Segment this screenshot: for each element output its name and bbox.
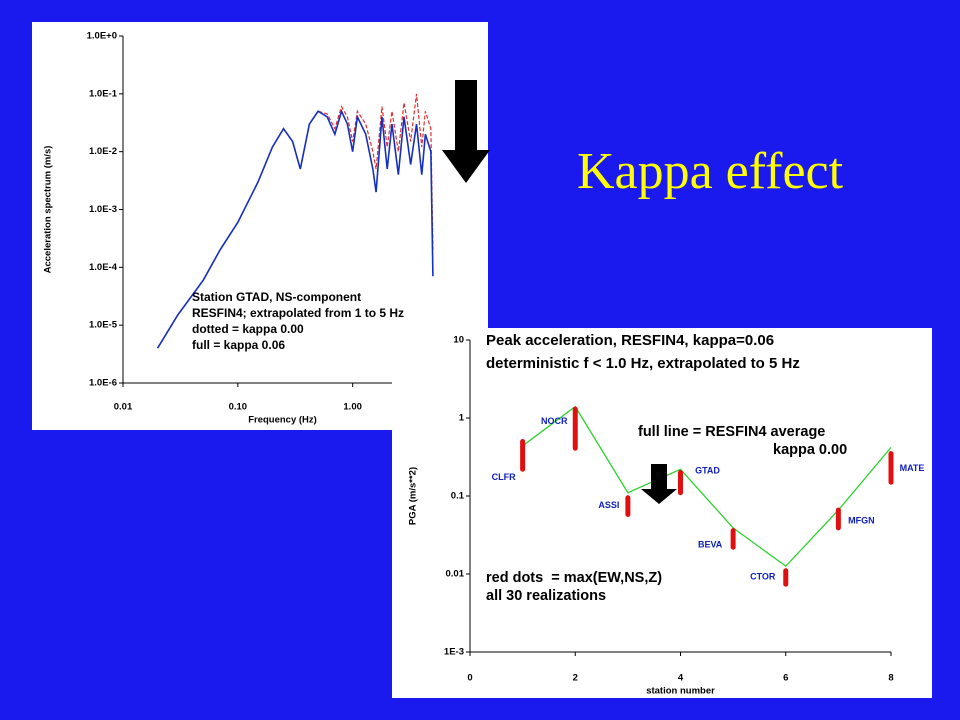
- x-axis-label: station number: [646, 686, 715, 697]
- y-tick-label: 1.0E-6: [89, 378, 117, 389]
- annotation: full line = RESFIN4 average: [638, 424, 825, 440]
- x-axis-label: Frequency (Hz): [248, 415, 317, 426]
- x-tick-label: 0: [467, 673, 472, 684]
- y-tick-label: 1.0E-2: [89, 146, 117, 157]
- arrow: [442, 80, 490, 183]
- x-tick-label: 8: [888, 673, 893, 684]
- y-tick-label: 0.1: [451, 491, 465, 502]
- annotation: full = kappa 0.06: [192, 338, 285, 352]
- station-label: NOCR: [541, 416, 568, 426]
- x-tick-label: 2: [573, 673, 578, 684]
- y-tick-label: 1.0E-5: [89, 320, 118, 331]
- y-tick-label: 0.01: [446, 569, 465, 580]
- y-axis-label: Acceleration spectrum (m/s): [43, 146, 54, 274]
- pga-chart: 1E-3 0.01 0.1 1 10 0 2 4 6 8 station number PGA (m/…: [392, 328, 932, 698]
- y-axis-label: PGA (m/s**2): [408, 467, 419, 525]
- average-line: [522, 405, 892, 568]
- y-tick-label: 1.0E+0: [87, 31, 117, 42]
- y-tick-label: 10: [453, 335, 464, 346]
- annotation: dotted = kappa 0.00: [192, 322, 304, 336]
- x-tick-label: 0.10: [229, 402, 248, 413]
- y-tick-label: 1.0E-3: [89, 204, 117, 215]
- station-label: BEVA: [698, 539, 723, 549]
- station-label: MATE: [900, 463, 925, 473]
- annotation: RESFIN4; extrapolated from 1 to 5 Hz: [192, 306, 404, 320]
- x-tick-label: 4: [678, 673, 684, 684]
- y-tick-label: 1E-3: [444, 647, 464, 658]
- annotation: Station GTAD, NS-component: [192, 290, 361, 304]
- chart-title: Peak acceleration, RESFIN4, kappa=0.06: [486, 332, 774, 349]
- series-line: [156, 108, 434, 349]
- chart-panel: [392, 328, 932, 698]
- y-tick-label: 1.0E-1: [89, 88, 118, 99]
- chart-title: deterministic f < 1.0 Hz, extrapolated t…: [486, 355, 800, 372]
- arrow: [641, 464, 677, 504]
- station-label: ASSI: [598, 500, 619, 510]
- y-tick-label: 1.0E-4: [89, 262, 118, 273]
- x-tick-label: 1.00: [343, 402, 362, 413]
- station-label: GTAD: [695, 466, 720, 476]
- station-label: MFGN: [848, 515, 875, 525]
- x-tick-label: 0.01: [114, 402, 133, 413]
- y-tick-label: 1: [459, 413, 465, 424]
- station-label: CTOR: [750, 572, 776, 582]
- x-tick-label: 6: [783, 673, 788, 684]
- annotation: kappa 0.00: [773, 442, 847, 458]
- station-label: CLFR: [492, 472, 516, 482]
- annotation: all 30 realizations: [486, 588, 606, 604]
- slide-title: Kappa effect: [577, 143, 844, 200]
- annotation: red dots = max(EW,NS,Z): [486, 570, 662, 586]
